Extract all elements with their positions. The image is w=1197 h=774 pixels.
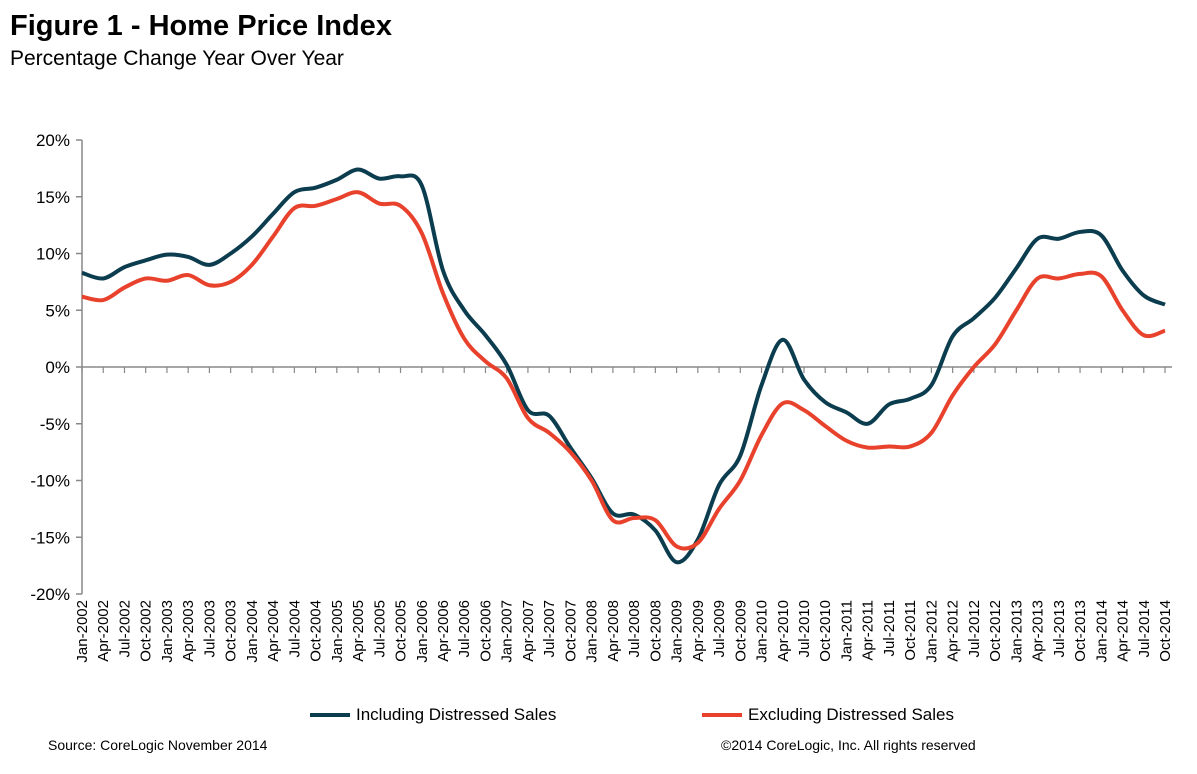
y-tick-label: 5% [45,301,70,320]
legend-item-including: Including Distressed Sales [310,705,556,725]
x-tick-label: Jan-2004 [244,600,261,663]
source-note: Source: CoreLogic November 2014 [48,737,268,753]
x-tick-label: Jul-2006 [456,600,473,658]
x-tick-label: Apr-2009 [690,600,707,662]
legend-label-including: Including Distressed Sales [356,705,557,724]
x-tick-label: Jul-2009 [711,600,728,658]
x-tick-label: Apr-2007 [520,600,537,662]
copyright-note: ©2014 CoreLogic, Inc. All rights reserve… [721,737,976,753]
x-tick-label: Jan-2010 [754,600,771,663]
x-tick-label: Jan-2008 [584,600,601,663]
x-tick-label: Jan-2014 [1093,600,1110,663]
x-tick-label: Oct-2009 [732,600,749,662]
x-tick-label: Oct-2004 [308,600,325,662]
x-tick-label: Jul-2005 [371,600,388,658]
x-tick-label: Jan-2002 [74,600,91,663]
x-tick-label: Jul-2003 [201,600,218,658]
x-tick-label: Apr-2014 [1115,600,1132,662]
x-tick-label: Oct-2013 [1072,600,1089,662]
chart-subtitle: Percentage Change Year Over Year [10,47,344,70]
x-tick-label: Oct-2014 [1157,600,1174,662]
y-tick-label: 0% [45,358,70,377]
x-tick-label: Jul-2011 [881,600,898,656]
x-tick-label: Apr-2013 [1030,600,1047,662]
y-tick-label: -10% [30,472,70,491]
y-tick-label: 15% [36,188,70,207]
legend-swatch-including [310,713,350,717]
x-tick-label: Jan-2012 [923,600,940,663]
x-tick-label: Apr-2006 [435,600,452,662]
x-tick-label: Apr-2008 [605,600,622,662]
x-tick-label: Jul-2014 [1136,600,1153,658]
x-tick-label: Apr-2003 [180,600,197,662]
y-tick-label: -5% [40,415,70,434]
x-tick-label: Apr-2005 [350,600,367,662]
x-tick-label: Oct-2006 [477,600,494,662]
x-tick-label: Jul-2004 [286,600,303,658]
x-tick-label: Jan-2003 [159,600,176,663]
x-tick-label: Apr-2012 [945,600,962,662]
legend-swatch-excluding [702,713,742,717]
x-tick-label: Jul-2013 [1051,600,1068,658]
x-tick-label: Oct-2008 [647,600,664,662]
x-tick-label: Apr-2004 [265,600,282,662]
series-line-excluding-distressed [81,190,1166,551]
x-tick-label: Jan-2006 [414,600,431,663]
x-tick-label: Oct-2005 [393,600,410,662]
x-tick-label: Oct-2012 [987,600,1004,662]
x-tick-label: Jul-2012 [966,600,983,658]
x-tick-label: Jul-2010 [796,600,813,658]
x-tick-label: Oct-2011 [902,600,919,661]
x-tick-label: Oct-2003 [223,600,240,662]
x-tick-label: Apr-2010 [775,600,792,662]
x-tick-label: Jul-2008 [626,600,643,658]
y-tick-label: 20% [36,131,70,150]
x-tick-label: Oct-2010 [817,600,834,662]
x-tick-label: Jul-2002 [116,600,133,658]
x-tick-label: Oct-2002 [138,600,155,662]
x-tick-label: Jul-2007 [541,600,558,658]
series-line-including-distressed [81,167,1166,565]
x-tick-label: Apr-2002 [95,600,112,662]
x-tick-label: Jan-2013 [1008,600,1025,663]
legend-label-excluding: Excluding Distressed Sales [748,705,954,724]
x-tick-label: Jan-2011 [838,600,855,661]
legend-item-excluding: Excluding Distressed Sales [702,705,954,725]
x-tick-label: Jan-2009 [669,600,686,663]
y-tick-label: -20% [30,585,70,604]
x-tick-label: Oct-2007 [562,600,579,662]
y-tick-label: 10% [36,245,70,264]
x-tick-label: Jan-2007 [499,600,516,663]
chart-title: Figure 1 - Home Price Index [10,10,392,42]
x-tick-label: Apr-2011 [860,600,877,661]
x-tick-label: Jan-2005 [329,600,346,663]
y-tick-label: -15% [30,528,70,547]
